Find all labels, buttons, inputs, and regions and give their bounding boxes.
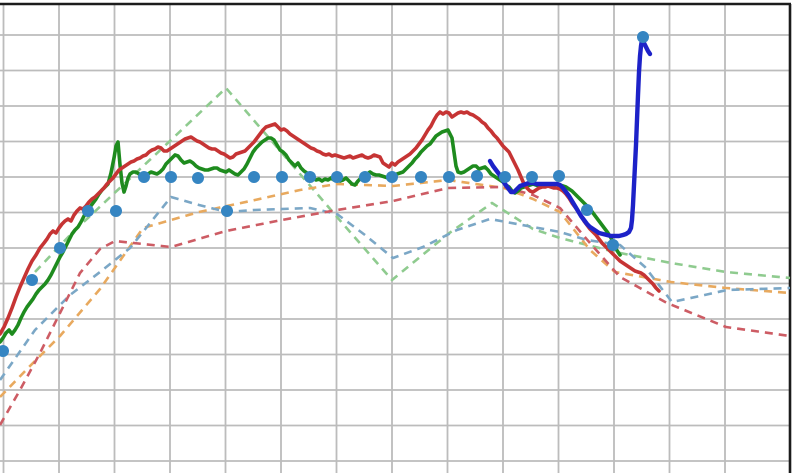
salmon-dashed-trend bbox=[0, 185, 791, 426]
checkpoint-dot bbox=[276, 171, 288, 183]
checkpoint-dot bbox=[607, 239, 619, 251]
checkpoint-dot bbox=[304, 171, 316, 183]
checkpoint-dot bbox=[637, 31, 649, 43]
checkpoint-dot bbox=[526, 171, 538, 183]
blue-solid-spike-curve bbox=[487, 37, 653, 239]
checkpoint-dot bbox=[415, 171, 427, 183]
checkpoint-dot bbox=[499, 171, 511, 183]
checkpoint-dot bbox=[54, 242, 66, 254]
checkpoint-dot bbox=[581, 204, 593, 216]
checkpoint-dot bbox=[443, 171, 455, 183]
checkpoint-dot bbox=[331, 171, 343, 183]
checkpoint-dot bbox=[82, 205, 94, 217]
checkpoint-dot bbox=[192, 172, 204, 184]
checkpoint-dot bbox=[138, 171, 150, 183]
red-solid-curve bbox=[0, 110, 661, 336]
checkpoint-dot bbox=[0, 345, 9, 357]
lightblue-dashed-trend bbox=[0, 195, 791, 381]
checkpoint-dot bbox=[553, 170, 565, 182]
checkpoint-dot bbox=[386, 171, 398, 183]
checkpoint-dot bbox=[248, 171, 260, 183]
checkpoint-dot bbox=[359, 171, 371, 183]
checkpoint-dot bbox=[26, 274, 38, 286]
checkpoint-dot bbox=[165, 171, 177, 183]
checkpoint-dot bbox=[221, 205, 233, 217]
checkpoint-dot bbox=[471, 170, 483, 182]
checkpoint-dot bbox=[110, 205, 122, 217]
